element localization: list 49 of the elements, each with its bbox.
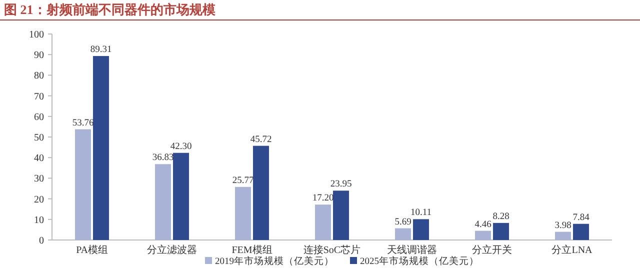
bar [395, 228, 411, 240]
y-tick-label: 70 [34, 91, 44, 102]
x-tick-label: 连接SoC芯片 [303, 244, 361, 256]
y-tick-label: 0 [39, 236, 44, 246]
x-tick-label: PA模组 [76, 244, 108, 256]
text: 36.83 [152, 153, 174, 164]
x-tick-label: FEM模组 [232, 244, 272, 256]
text: 25.77 [232, 176, 254, 186]
legend-label: 2025年市场规模（亿美元） [360, 255, 479, 267]
text: 3.98 [554, 220, 572, 231]
bar [93, 56, 109, 240]
bar [173, 152, 189, 240]
chart-title: 图 21：射频前端不同器件的市场规模 [4, 2, 216, 17]
text: 89.31 [90, 45, 112, 56]
text: 53.76 [72, 118, 94, 128]
text: 23.95 [330, 180, 352, 190]
y-tick-label: 10 [34, 214, 44, 226]
text: 17.20 [312, 194, 334, 204]
x-tick-label: 分立开关 [472, 244, 512, 256]
bar [253, 146, 269, 240]
text: 4.46 [474, 220, 492, 230]
text: 42.30 [170, 142, 192, 152]
bar [555, 232, 571, 240]
bar [235, 186, 251, 240]
y-tick-label: 100 [29, 30, 44, 40]
bar [573, 224, 589, 240]
y-tick-label: 50 [34, 132, 44, 144]
y-tick-label: 80 [34, 70, 44, 82]
legend-label: 2019年市场规模（亿美元） [215, 255, 334, 267]
bar [493, 222, 509, 240]
bar [315, 204, 331, 240]
bar [75, 129, 91, 240]
text: 45.72 [250, 134, 272, 145]
bar [333, 190, 349, 240]
bar [475, 230, 491, 240]
bar [155, 164, 171, 240]
y-tick-label: 90 [34, 50, 44, 62]
x-tick-label: 天线调谐器 [387, 244, 437, 256]
y-tick-label: 60 [34, 112, 44, 123]
bar [413, 219, 429, 240]
text: 5.69 [394, 217, 412, 228]
y-tick-label: 30 [34, 174, 44, 185]
x-tick-label: 分立LNA [552, 244, 594, 256]
y-tick-label: 20 [34, 194, 44, 206]
text: 7.84 [572, 212, 590, 223]
text: 10.11 [410, 208, 432, 218]
text: 8.28 [492, 212, 510, 222]
x-tick-label: 分立滤波器 [147, 244, 197, 256]
y-tick-label: 40 [34, 153, 44, 164]
